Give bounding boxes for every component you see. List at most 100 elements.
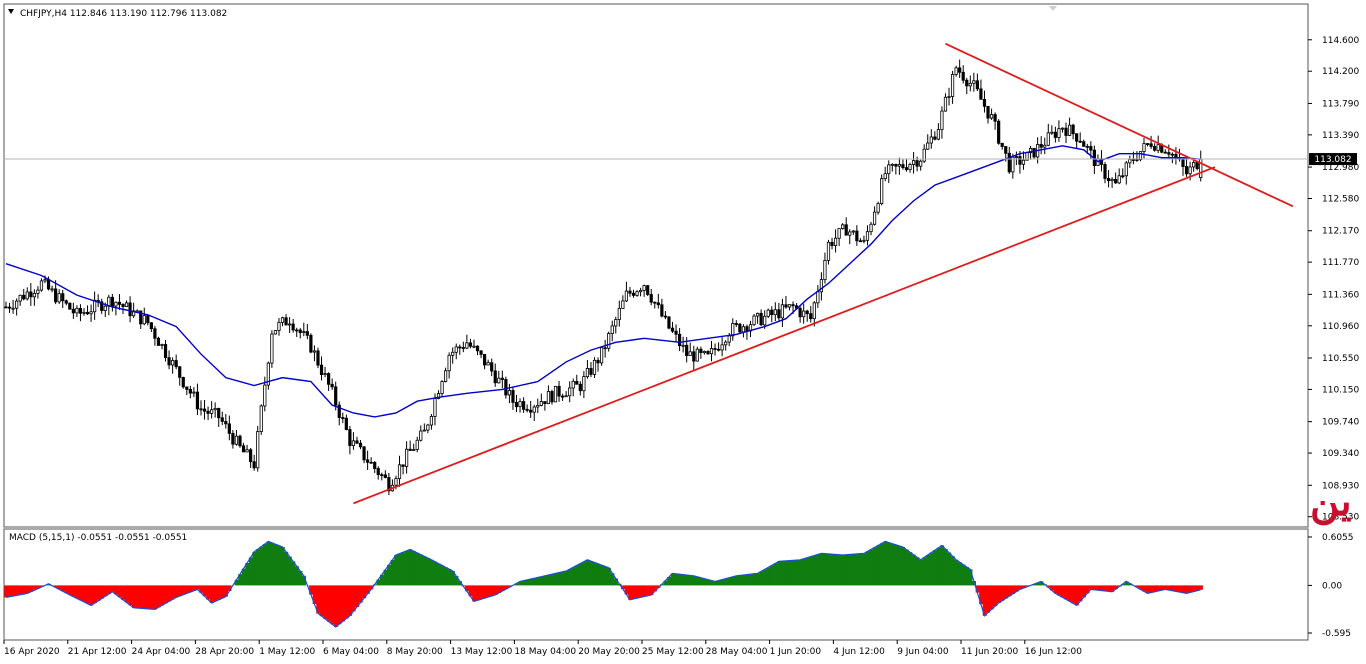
scroll-marker-icon[interactable] bbox=[1049, 6, 1057, 11]
macd-bar bbox=[589, 561, 594, 586]
macd-bar bbox=[816, 554, 821, 586]
candle-body bbox=[649, 294, 653, 303]
candle-body bbox=[511, 390, 515, 403]
macd-bar bbox=[894, 544, 899, 586]
candle-body bbox=[238, 435, 242, 447]
candle-body bbox=[716, 348, 721, 351]
candle-body bbox=[628, 290, 632, 294]
macd-bar bbox=[968, 569, 973, 586]
macd-bar bbox=[500, 585, 505, 592]
candle-body bbox=[1000, 142, 1004, 147]
candle-body bbox=[15, 300, 19, 309]
candle-body bbox=[1106, 178, 1111, 182]
candle-body bbox=[979, 88, 983, 100]
candle-body bbox=[972, 80, 976, 84]
macd-bar bbox=[1198, 585, 1203, 590]
candle-body bbox=[486, 362, 490, 366]
macd-bar bbox=[769, 565, 774, 586]
candle-body bbox=[1149, 143, 1153, 147]
candle-body bbox=[904, 167, 909, 170]
candle-body bbox=[156, 337, 161, 346]
macd-bar bbox=[730, 576, 735, 586]
macd-bar bbox=[387, 564, 392, 586]
resistance-trendline bbox=[945, 42, 1294, 208]
candle-body bbox=[75, 307, 79, 314]
macd-bar bbox=[440, 565, 445, 586]
candle-body bbox=[911, 160, 916, 165]
macd-bar bbox=[114, 585, 119, 595]
candle-body bbox=[1110, 178, 1114, 182]
macd-panel[interactable] bbox=[3, 528, 1309, 641]
macd-bar bbox=[847, 554, 852, 586]
candle-body bbox=[100, 301, 104, 311]
candle-body bbox=[617, 308, 621, 320]
macd-bar bbox=[631, 585, 636, 599]
macd-bar bbox=[319, 585, 324, 617]
candle-body bbox=[358, 442, 363, 448]
candle-body bbox=[171, 360, 175, 366]
chart-header: CHFJPY,H4 112.846 113.190 112.796 113.08… bbox=[20, 9, 227, 19]
candle-body bbox=[231, 433, 235, 445]
macd-bar bbox=[4, 585, 9, 598]
macd-bar bbox=[1003, 585, 1008, 599]
macd-bar bbox=[1067, 585, 1072, 602]
price-tick-label: 109.740 bbox=[1322, 418, 1359, 428]
macd-bar bbox=[532, 578, 537, 586]
candle-body bbox=[383, 474, 387, 478]
time-tick-label: 28 May 04:00 bbox=[706, 647, 768, 657]
candle-body bbox=[564, 395, 568, 398]
macd-bar bbox=[507, 585, 512, 588]
candle-body bbox=[280, 317, 285, 323]
candle-body bbox=[631, 292, 636, 296]
candle-body bbox=[465, 342, 469, 349]
macd-bar bbox=[390, 559, 395, 586]
macd-bar bbox=[996, 585, 1001, 603]
candle-body bbox=[167, 357, 171, 366]
candle-body bbox=[557, 385, 561, 397]
macd-bar bbox=[521, 580, 526, 586]
macd-bar bbox=[603, 566, 608, 586]
candle-body bbox=[522, 401, 526, 410]
macd-bar bbox=[929, 552, 934, 586]
candle-body bbox=[373, 462, 377, 469]
candle-body bbox=[146, 315, 150, 324]
macd-bar bbox=[911, 554, 916, 586]
macd-bar bbox=[103, 585, 108, 597]
candle-body bbox=[444, 370, 448, 382]
candle-body bbox=[713, 348, 717, 350]
macd-bar bbox=[1007, 585, 1012, 597]
candle-body bbox=[178, 366, 182, 378]
price-tick-label: 109.340 bbox=[1322, 449, 1359, 459]
macd-bar bbox=[358, 585, 363, 603]
macd-bar bbox=[426, 558, 431, 586]
macd-bar bbox=[1110, 585, 1115, 592]
candle-body bbox=[78, 307, 83, 314]
candle-body bbox=[997, 120, 1001, 144]
candle-body bbox=[837, 228, 841, 239]
candle-body bbox=[1028, 147, 1033, 154]
chart-menu-icon[interactable] bbox=[8, 9, 14, 14]
price-panel[interactable] bbox=[3, 3, 1309, 528]
candle-body bbox=[188, 388, 192, 394]
macd-bar bbox=[865, 551, 870, 586]
macd-bar bbox=[195, 585, 200, 590]
trendlines-layer[interactable] bbox=[353, 42, 1294, 505]
macd-bar bbox=[784, 560, 789, 586]
candle-body bbox=[124, 302, 129, 307]
candle-body bbox=[493, 370, 497, 384]
candle-body bbox=[529, 409, 533, 413]
candle-body bbox=[149, 322, 153, 330]
candle-body bbox=[936, 129, 940, 140]
macd-bar bbox=[596, 563, 601, 586]
candle-body bbox=[227, 423, 231, 434]
time-tick-label: 1 Jun 20:00 bbox=[770, 647, 822, 657]
candle-body bbox=[727, 335, 731, 343]
candle-body bbox=[1007, 152, 1011, 173]
macd-bar bbox=[635, 585, 640, 599]
candle-body bbox=[887, 164, 891, 175]
candle-body bbox=[653, 301, 657, 304]
candle-body bbox=[89, 311, 93, 315]
macd-bar bbox=[96, 585, 101, 601]
macd-bar bbox=[922, 557, 927, 586]
macd-bar bbox=[1035, 582, 1040, 586]
